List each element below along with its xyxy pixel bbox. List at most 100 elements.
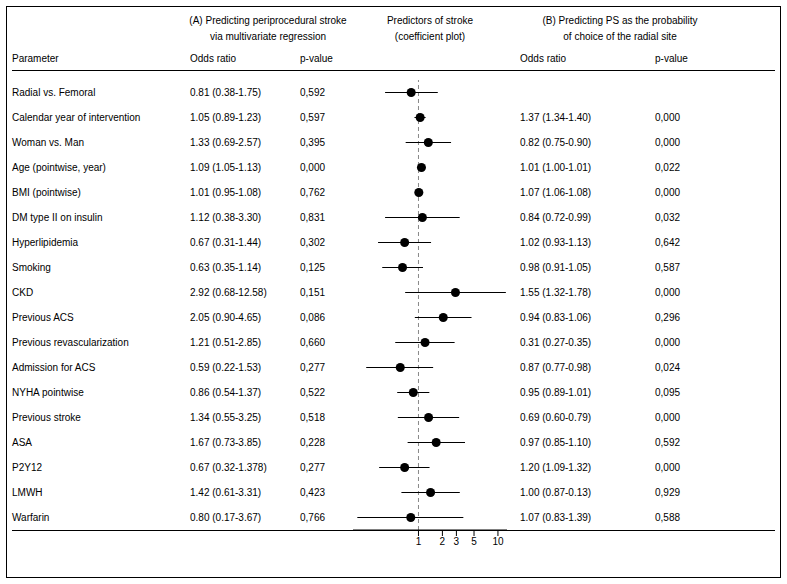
html-text:Radial vs. Femoral: Radial vs. Femoral bbox=[12, 87, 96, 98]
svg-text:10: 10 bbox=[492, 536, 504, 547]
html-text:0,522: 0,522 bbox=[300, 387, 325, 398]
html-text:p-value: p-value bbox=[655, 53, 688, 64]
html-text:0.81 (0.38-1.75): 0.81 (0.38-1.75) bbox=[190, 87, 262, 98]
html-text:0,000: 0,000 bbox=[655, 412, 680, 423]
html-text:Hyperlipidemia: Hyperlipidemia bbox=[12, 237, 79, 248]
html-text:2.92 (0.68-12.58): 2.92 (0.68-12.58) bbox=[190, 287, 267, 298]
html-text:0,000: 0,000 bbox=[655, 137, 680, 148]
html-text:1.07 (0.83-1.39): 1.07 (0.83-1.39) bbox=[520, 512, 592, 523]
html-text:0.67 (0.32-1.378): 0.67 (0.32-1.378) bbox=[190, 462, 267, 473]
html-text:0,660: 0,660 bbox=[300, 337, 325, 348]
html-text:0,277: 0,277 bbox=[300, 462, 325, 473]
svg-text:5: 5 bbox=[471, 536, 477, 547]
html-text:0,151: 0,151 bbox=[300, 287, 325, 298]
html-text:0,423: 0,423 bbox=[300, 487, 325, 498]
html-text:2.05 (0.90-4.65): 2.05 (0.90-4.65) bbox=[190, 312, 262, 323]
html-text:Age (pointwise, year): Age (pointwise, year) bbox=[12, 162, 106, 173]
html-text:0,086: 0,086 bbox=[300, 312, 325, 323]
html-text:0,277: 0,277 bbox=[300, 362, 325, 373]
html-text:0.59 (0.22-1.53): 0.59 (0.22-1.53) bbox=[190, 362, 262, 373]
html-text:1.01 (0.95-1.08): 1.01 (0.95-1.08) bbox=[190, 187, 262, 198]
html-text:0.69 (0.60-0.79): 0.69 (0.60-0.79) bbox=[520, 412, 592, 423]
html-text:1.42 (0.61-3.31): 1.42 (0.61-3.31) bbox=[190, 487, 262, 498]
html-text:0,766: 0,766 bbox=[300, 512, 325, 523]
html-text:Previous stroke: Previous stroke bbox=[12, 412, 81, 423]
html-text:0,000: 0,000 bbox=[655, 337, 680, 348]
html-text:0.67 (0.31-1.44): 0.67 (0.31-1.44) bbox=[190, 237, 262, 248]
html-text:0,000: 0,000 bbox=[655, 287, 680, 298]
html-text:0.84 (0.72-0.99): 0.84 (0.72-0.99) bbox=[520, 212, 592, 223]
html-text:0.95 (0.89-1.01): 0.95 (0.89-1.01) bbox=[520, 387, 592, 398]
html-text:0.87 (0.77-0.98): 0.87 (0.77-0.98) bbox=[520, 362, 592, 373]
html-text:0,929: 0,929 bbox=[655, 487, 680, 498]
html-text:p-value: p-value bbox=[300, 53, 333, 64]
html-text:1.12 (0.38-3.30): 1.12 (0.38-3.30) bbox=[190, 212, 262, 223]
html-text:1.09 (1.05-1.13): 1.09 (1.05-1.13) bbox=[190, 162, 262, 173]
svg-text:1: 1 bbox=[416, 536, 422, 547]
html-text:1.20 (1.09-1.32): 1.20 (1.09-1.32) bbox=[520, 462, 592, 473]
html-text:0,395: 0,395 bbox=[300, 137, 325, 148]
html-text:0,000: 0,000 bbox=[655, 187, 680, 198]
html-text:0,592: 0,592 bbox=[300, 87, 325, 98]
html-text:0.63 (0.35-1.14): 0.63 (0.35-1.14) bbox=[190, 262, 262, 273]
html-text:Previous ACS: Previous ACS bbox=[12, 312, 74, 323]
html-text:Parameter: Parameter bbox=[12, 53, 59, 64]
html-text:0,000: 0,000 bbox=[300, 162, 325, 173]
html-text:0.80 (0.17-3.67): 0.80 (0.17-3.67) bbox=[190, 512, 262, 523]
html-text:CKD: CKD bbox=[12, 287, 34, 298]
html-text:0,296: 0,296 bbox=[655, 312, 680, 323]
html-text:of choice of the radial site: of choice of the radial site bbox=[563, 31, 677, 42]
html-text:via multivariate regression: via multivariate regression bbox=[209, 31, 327, 42]
html-text:1.33 (0.69-2.57): 1.33 (0.69-2.57) bbox=[190, 137, 262, 148]
html-text:1.55 (1.32-1.78): 1.55 (1.32-1.78) bbox=[520, 287, 592, 298]
html-text:0,024: 0,024 bbox=[655, 362, 680, 373]
svg-text:3: 3 bbox=[454, 536, 460, 547]
html-text:1.01 (1.00-1.01): 1.01 (1.00-1.01) bbox=[520, 162, 592, 173]
html-text:1.67 (0.73-3.85): 1.67 (0.73-3.85) bbox=[190, 437, 262, 448]
html-text:0,642: 0,642 bbox=[655, 237, 680, 248]
html-text:Previous revascularization: Previous revascularization bbox=[12, 337, 129, 348]
html-text:0.94 (0.83-1.06): 0.94 (0.83-1.06) bbox=[520, 312, 592, 323]
html-text:0,588: 0,588 bbox=[655, 512, 680, 523]
html-text:(B) Predicting PS as the proba: (B) Predicting PS as the probability bbox=[542, 15, 698, 26]
html-text:0.97 (0.85-1.10): 0.97 (0.85-1.10) bbox=[520, 437, 592, 448]
html-text:0,000: 0,000 bbox=[655, 462, 680, 473]
html-text:Smoking: Smoking bbox=[12, 262, 51, 273]
html-text:0,762: 0,762 bbox=[300, 187, 325, 198]
html-text:1.05 (0.89-1.23): 1.05 (0.89-1.23) bbox=[190, 112, 262, 123]
html-text:BMI (pointwise): BMI (pointwise) bbox=[12, 187, 81, 198]
html-text:1.00 (0.87-0.13): 1.00 (0.87-0.13) bbox=[520, 487, 592, 498]
html-text:1.07 (1.06-1.08): 1.07 (1.06-1.08) bbox=[520, 187, 592, 198]
html-text:(coefficient plot): (coefficient plot) bbox=[394, 31, 466, 42]
html-text:Woman vs. Man: Woman vs. Man bbox=[12, 137, 85, 148]
html-text:0,095: 0,095 bbox=[655, 387, 680, 398]
html-text:Calendar year of intervention: Calendar year of intervention bbox=[12, 112, 141, 123]
html-text:0,022: 0,022 bbox=[655, 162, 680, 173]
html-text:0,302: 0,302 bbox=[300, 237, 325, 248]
html-text:Odds ratio: Odds ratio bbox=[190, 53, 237, 64]
svg-text:2: 2 bbox=[440, 536, 446, 547]
html-text:0,587: 0,587 bbox=[655, 262, 680, 273]
html-text:0,597: 0,597 bbox=[300, 112, 325, 123]
html-text:1.02 (0.93-1.13): 1.02 (0.93-1.13) bbox=[520, 237, 592, 248]
html-text:1.37 (1.34-1.40): 1.37 (1.34-1.40) bbox=[520, 112, 592, 123]
html-text:DM type II on insulin: DM type II on insulin bbox=[12, 212, 103, 223]
html-text:0,125: 0,125 bbox=[300, 262, 325, 273]
html-text:Odds ratio: Odds ratio bbox=[520, 53, 567, 64]
html-text:Admission for ACS: Admission for ACS bbox=[12, 362, 96, 373]
html-text:0,518: 0,518 bbox=[300, 412, 325, 423]
html-text:0.86 (0.54-1.37): 0.86 (0.54-1.37) bbox=[190, 387, 262, 398]
html-text:0,228: 0,228 bbox=[300, 437, 325, 448]
html-text:0.82 (0.75-0.90): 0.82 (0.75-0.90) bbox=[520, 137, 592, 148]
html-text:1.21 (0.51-2.85): 1.21 (0.51-2.85) bbox=[190, 337, 262, 348]
html-text:0,831: 0,831 bbox=[300, 212, 325, 223]
html-text:0.31 (0.27-0.35): 0.31 (0.27-0.35) bbox=[520, 337, 592, 348]
html-text:Predictors of stroke: Predictors of stroke bbox=[386, 15, 474, 26]
html-text:0,592: 0,592 bbox=[655, 437, 680, 448]
html-text:0,032: 0,032 bbox=[655, 212, 680, 223]
html-text:NYHA pointwise: NYHA pointwise bbox=[12, 387, 84, 398]
html-text:1.34 (0.55-3.25): 1.34 (0.55-3.25) bbox=[190, 412, 262, 423]
html-text:0.98 (0.91-1.05): 0.98 (0.91-1.05) bbox=[520, 262, 592, 273]
html-text:(A) Predicting periprocedural: (A) Predicting periprocedural stroke bbox=[189, 15, 347, 26]
html-text:0,000: 0,000 bbox=[655, 112, 680, 123]
